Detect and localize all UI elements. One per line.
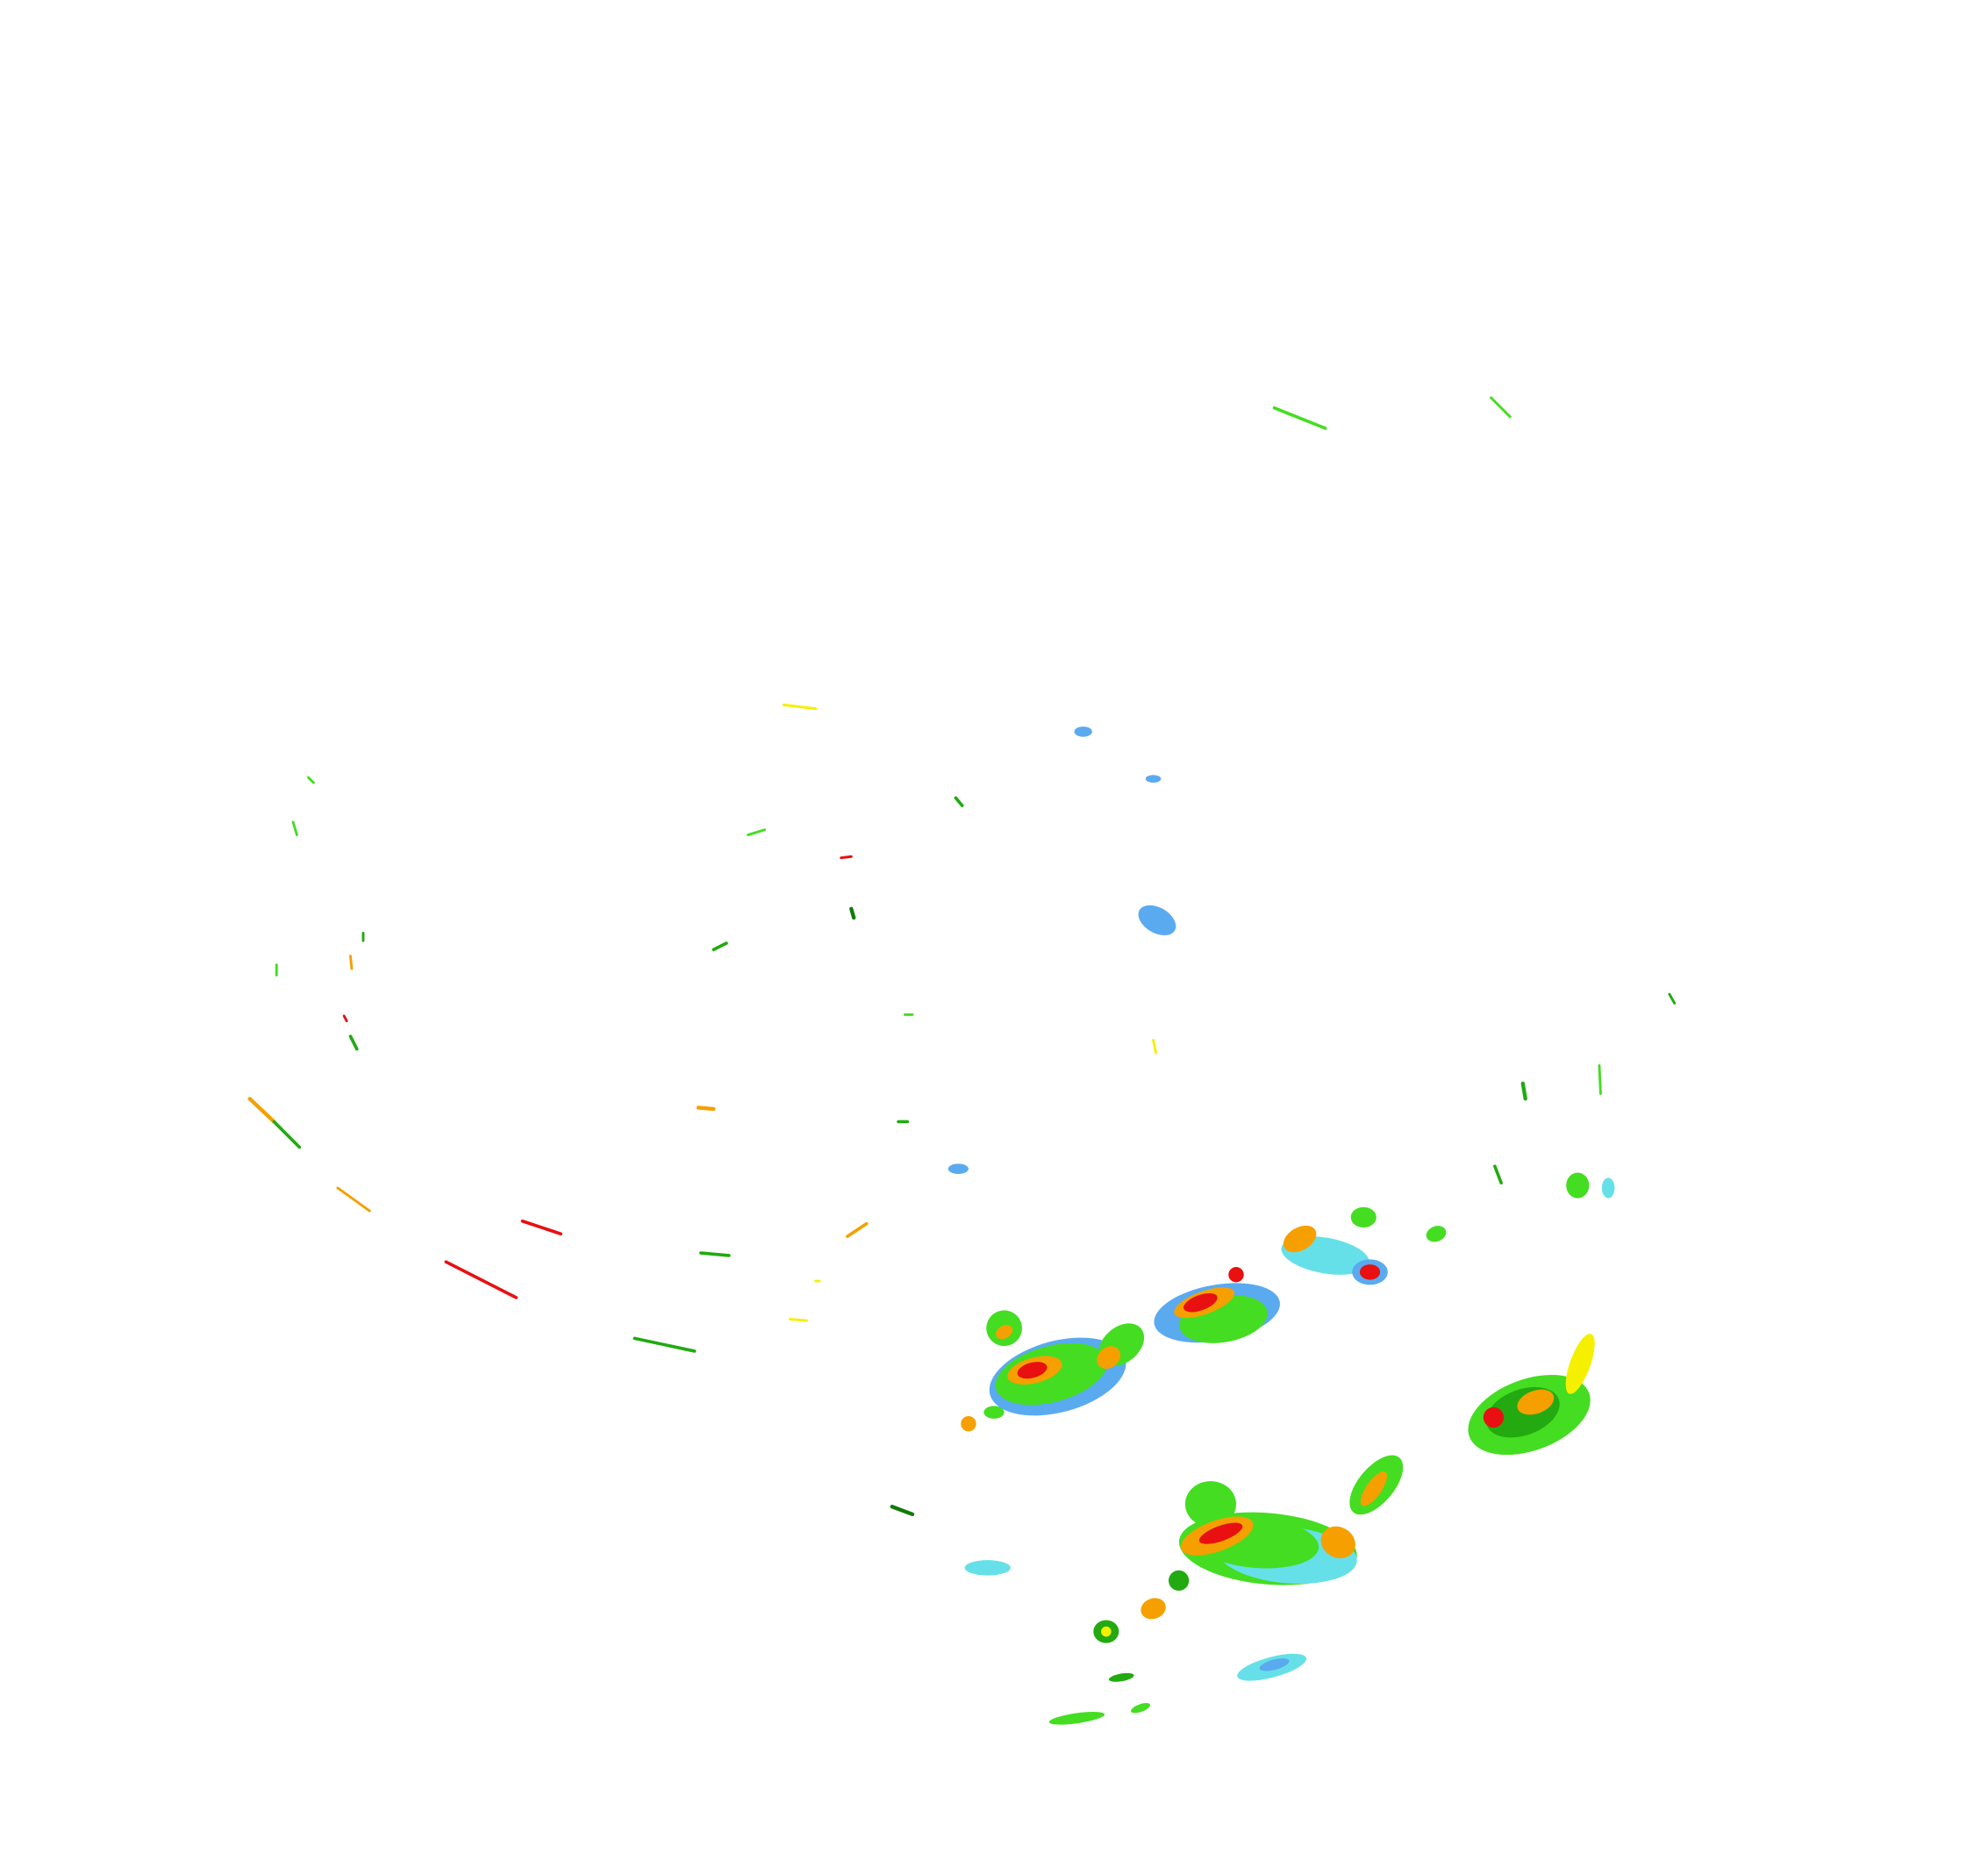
reflectivity-echo — [1283, 1225, 1317, 1253]
reflectivity-echo — [1183, 1292, 1218, 1313]
reflectivity-echo — [1184, 1481, 1236, 1528]
reflectivity-echo — [961, 1416, 976, 1432]
reflectivity-echo — [1228, 1267, 1244, 1283]
clutter-streak — [846, 1221, 869, 1238]
reflectivity-echo — [1360, 1471, 1387, 1506]
clutter-streak — [1520, 1081, 1527, 1101]
reflectivity-echo — [1426, 1226, 1447, 1242]
reflectivity-echo — [983, 1406, 1005, 1419]
clutter-streak — [1493, 1164, 1503, 1184]
clutter-streak — [520, 1219, 562, 1236]
clutter-streak — [1668, 992, 1677, 1005]
reflectivity-echo — [1259, 1658, 1290, 1671]
reflectivity-echo — [1565, 1334, 1595, 1394]
reflectivity-echo — [1101, 1626, 1112, 1637]
clutter-streak — [1598, 1064, 1602, 1095]
clutter-streak — [712, 941, 728, 952]
reflectivity-echo — [1198, 1522, 1243, 1544]
reflectivity-echo — [1517, 1389, 1555, 1415]
clutter-streaks — [247, 396, 1677, 1517]
reflectivity-echo — [1566, 1172, 1590, 1199]
clutter-streak — [444, 1260, 518, 1299]
clutter-streak — [633, 1336, 697, 1353]
reflectivity-echo — [1097, 1346, 1121, 1370]
clutter-streak — [342, 1014, 348, 1023]
clutter-streak — [890, 1504, 915, 1517]
clutter-streak — [336, 1186, 371, 1213]
clutter-streak — [1272, 406, 1327, 430]
clutter-streak — [247, 1097, 276, 1124]
clutter-streak — [349, 955, 354, 970]
clutter-streak — [348, 1034, 359, 1051]
reflectivity-echo — [948, 1163, 969, 1174]
reflectivity-echo — [1138, 905, 1176, 936]
reflectivity-echo — [1141, 1598, 1166, 1620]
clutter-streak — [272, 1120, 302, 1149]
reflectivity-echo — [1601, 1177, 1615, 1199]
clutter-streak — [1152, 1038, 1157, 1055]
clutter-streak — [307, 776, 315, 784]
reflectivity-echo — [1017, 1362, 1048, 1379]
clutter-streak — [1490, 396, 1512, 419]
clutter-streak — [747, 828, 766, 837]
reflectivity-echo — [1350, 1206, 1377, 1228]
reflectivity-echo — [1169, 1570, 1190, 1592]
reflectivity-echo — [1074, 726, 1092, 737]
reflectivity-echo — [1320, 1526, 1355, 1559]
reflectivity-echo — [1145, 775, 1162, 783]
reflectivity-echo — [1108, 1672, 1134, 1682]
reflectivity-echo — [1483, 1406, 1505, 1428]
reflectivity-echo — [1359, 1264, 1381, 1280]
reflectivity-echo — [964, 1560, 1011, 1576]
clutter-streak — [291, 820, 298, 837]
reflectivity-echo — [1048, 1712, 1105, 1725]
reflectivity-echo — [996, 1325, 1013, 1340]
clutter-streak — [954, 796, 964, 807]
clutter-streak — [696, 1106, 716, 1112]
clutter-streak — [849, 906, 856, 920]
clutter-streak — [840, 855, 853, 860]
clutter-streak — [699, 1251, 731, 1257]
reflectivity-echo — [1131, 1702, 1151, 1714]
clutter-streak — [782, 703, 818, 711]
storm-cells — [948, 726, 1615, 1725]
